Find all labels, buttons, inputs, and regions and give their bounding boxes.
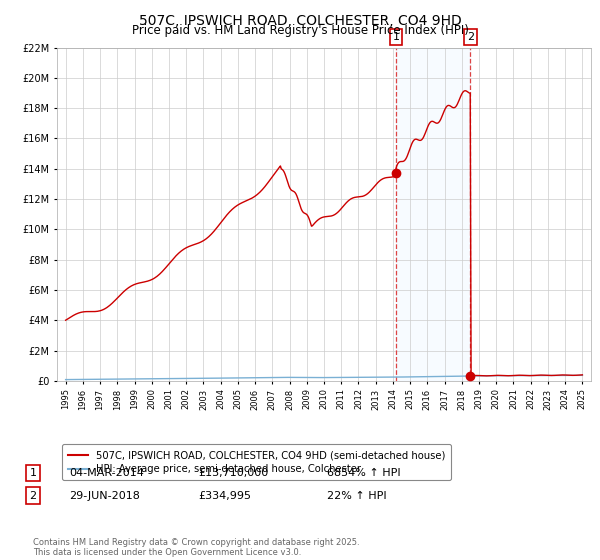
- Text: £13,710,000: £13,710,000: [198, 468, 268, 478]
- Legend: 507C, IPSWICH ROAD, COLCHESTER, CO4 9HD (semi-detached house), HPI: Average pric: 507C, IPSWICH ROAD, COLCHESTER, CO4 9HD …: [62, 444, 451, 480]
- Text: 1: 1: [392, 32, 400, 42]
- Text: 1: 1: [29, 468, 37, 478]
- Bar: [396, 48, 470, 381]
- Text: 6854% ↑ HPI: 6854% ↑ HPI: [327, 468, 401, 478]
- Text: 507C, IPSWICH ROAD, COLCHESTER, CO4 9HD: 507C, IPSWICH ROAD, COLCHESTER, CO4 9HD: [139, 14, 461, 28]
- Text: 29-JUN-2018: 29-JUN-2018: [69, 491, 140, 501]
- Text: 2: 2: [29, 491, 37, 501]
- Text: 22% ↑ HPI: 22% ↑ HPI: [327, 491, 386, 501]
- Text: 04-MAR-2014: 04-MAR-2014: [69, 468, 144, 478]
- Text: Price paid vs. HM Land Registry's House Price Index (HPI): Price paid vs. HM Land Registry's House …: [131, 24, 469, 37]
- Text: £334,995: £334,995: [198, 491, 251, 501]
- Text: Contains HM Land Registry data © Crown copyright and database right 2025.
This d: Contains HM Land Registry data © Crown c…: [33, 538, 359, 557]
- Text: 2: 2: [467, 32, 474, 42]
